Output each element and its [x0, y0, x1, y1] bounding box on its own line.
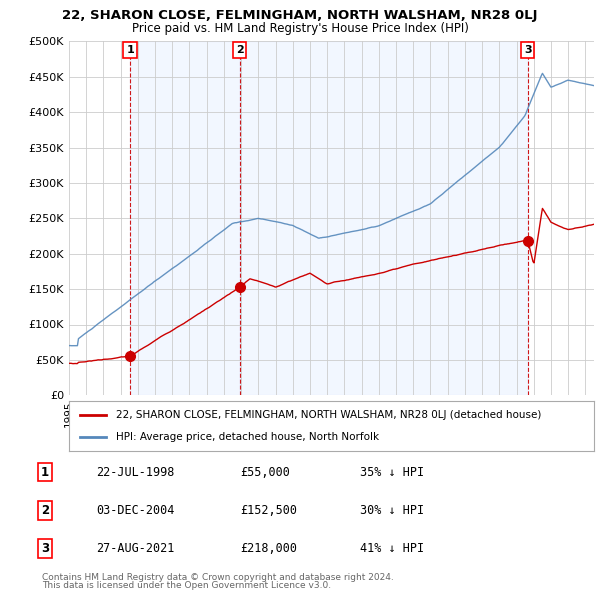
Text: This data is licensed under the Open Government Licence v3.0.: This data is licensed under the Open Gov… — [42, 581, 331, 590]
Text: £55,000: £55,000 — [240, 466, 290, 478]
Bar — [240, 41, 528, 395]
Text: Price paid vs. HM Land Registry's House Price Index (HPI): Price paid vs. HM Land Registry's House … — [131, 22, 469, 35]
Text: 03-DEC-2004: 03-DEC-2004 — [96, 504, 175, 517]
Text: 35% ↓ HPI: 35% ↓ HPI — [360, 466, 424, 478]
Text: 30% ↓ HPI: 30% ↓ HPI — [360, 504, 424, 517]
Text: £152,500: £152,500 — [240, 504, 297, 517]
Text: 1: 1 — [41, 466, 49, 478]
Bar — [130, 41, 240, 395]
Text: 41% ↓ HPI: 41% ↓ HPI — [360, 542, 424, 555]
Text: 1: 1 — [126, 45, 134, 55]
Text: Contains HM Land Registry data © Crown copyright and database right 2024.: Contains HM Land Registry data © Crown c… — [42, 572, 394, 582]
Text: 22, SHARON CLOSE, FELMINGHAM, NORTH WALSHAM, NR28 0LJ: 22, SHARON CLOSE, FELMINGHAM, NORTH WALS… — [62, 9, 538, 22]
Text: 2: 2 — [41, 504, 49, 517]
Text: 22, SHARON CLOSE, FELMINGHAM, NORTH WALSHAM, NR28 0LJ (detached house): 22, SHARON CLOSE, FELMINGHAM, NORTH WALS… — [116, 410, 542, 420]
Text: £218,000: £218,000 — [240, 542, 297, 555]
Text: 3: 3 — [41, 542, 49, 555]
Text: 3: 3 — [524, 45, 532, 55]
Text: 22-JUL-1998: 22-JUL-1998 — [96, 466, 175, 478]
Text: 27-AUG-2021: 27-AUG-2021 — [96, 542, 175, 555]
Text: HPI: Average price, detached house, North Norfolk: HPI: Average price, detached house, Nort… — [116, 432, 379, 442]
Text: 2: 2 — [236, 45, 244, 55]
